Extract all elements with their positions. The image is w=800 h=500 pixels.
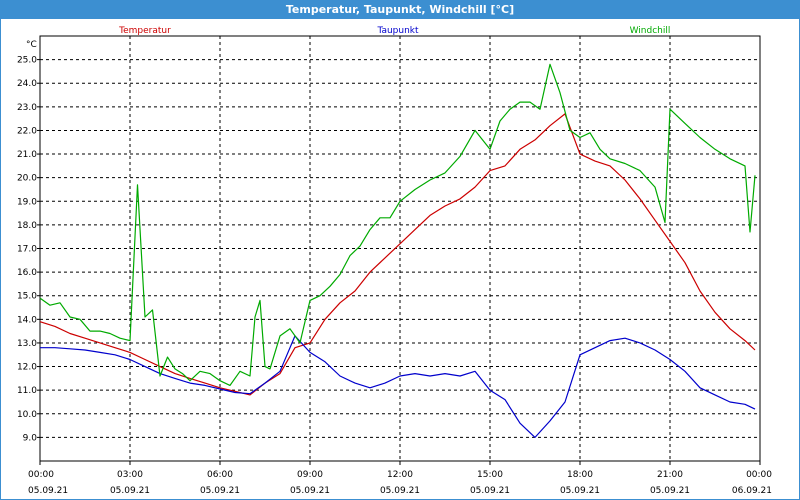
x-tick-date-label: 05.09.21 [110, 486, 150, 496]
x-tick-time-label: 18:00 [567, 470, 593, 480]
legend-entry-taupunkt: Taupunkt [376, 26, 419, 36]
y-tick-label: 21.0 [17, 150, 37, 160]
legend: Temperatur Taupunkt Windchill [118, 26, 670, 36]
y-tick-label: 13.0 [17, 339, 37, 349]
y-unit-label: °C [26, 40, 37, 50]
x-tick-date-label: 05.09.21 [380, 486, 420, 496]
y-tick-label: 22.0 [17, 126, 37, 136]
y-tick-label: 18.0 [17, 221, 37, 231]
x-tick-time-label: 09:00 [297, 470, 323, 480]
x-tick-time-label: 21:00 [657, 470, 683, 480]
y-tick-label: 16.0 [17, 268, 37, 278]
series-lines [39, 63, 756, 438]
x-tick-time-label: 00:00 [28, 470, 54, 480]
y-tick-label: 11.0 [17, 386, 37, 396]
legend-entry-temperatur: Temperatur [118, 26, 171, 36]
x-tick-date-label: 05.09.21 [560, 486, 600, 496]
x-tick-time-label: 03:00 [117, 470, 143, 480]
series-line-windchill [39, 63, 756, 386]
y-tick-label: 14.0 [17, 315, 37, 325]
y-tick-label: 25.0 [17, 56, 37, 66]
chart-title: Temperatur, Taupunkt, Windchill [°C] [1, 1, 799, 19]
x-tick-date-label: 06.09.21 [732, 486, 772, 496]
y-tick-label: 15.0 [17, 292, 37, 302]
y-tick-label: 19.0 [17, 197, 37, 207]
x-tick-date-label: 05.09.21 [470, 486, 510, 496]
grid [40, 36, 760, 461]
y-tick-label: 20.0 [17, 174, 37, 184]
x-tick-time-label: 12:00 [387, 470, 413, 480]
legend-entry-windchill: Windchill [630, 26, 671, 36]
y-tick-label: 12.0 [17, 363, 37, 373]
y-axis: °C 9.0 10.0 11.0 12.0 13.0 14.0 15.0 16.0 17.0 18… [17, 40, 40, 443]
x-tick-time-label: 15:00 [477, 470, 503, 480]
x-tick-date-label: 05.09.21 [650, 486, 690, 496]
x-tick-date-label: 05.09.21 [28, 486, 68, 496]
series-line-temperatur [39, 113, 756, 396]
y-tick-label: 9.0 [23, 433, 38, 443]
x-tick-time-label: 00:00 [746, 470, 772, 480]
y-tick-label: 10.0 [17, 410, 37, 420]
y-tick-label: 23.0 [17, 103, 37, 113]
x-tick-time-label: 06:00 [207, 470, 233, 480]
y-tick-label: 17.0 [17, 245, 37, 255]
y-tick-label: 24.0 [17, 79, 37, 89]
x-axis: 00:00 05.09.21 03:00 05.09.21 06:00 05.09.21 0… [28, 461, 772, 496]
x-tick-date-label: 05.09.21 [290, 486, 330, 496]
x-tick-date-label: 05.09.21 [200, 486, 240, 496]
